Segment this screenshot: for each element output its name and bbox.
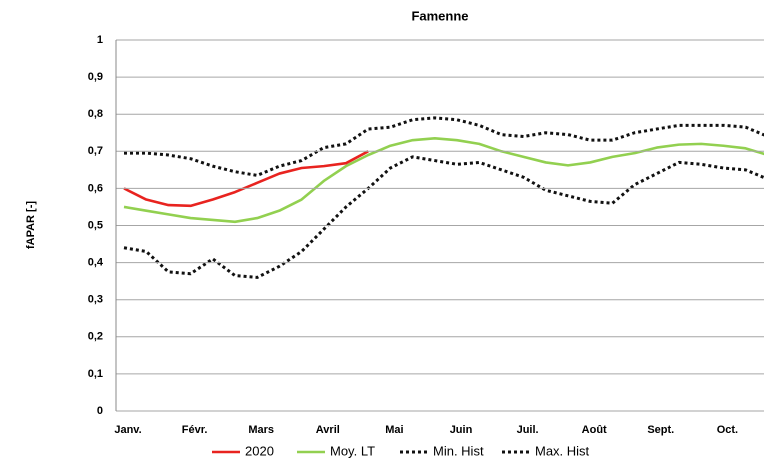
y-tick-label: 0,8 <box>88 108 103 120</box>
legend-label: Max. Hist <box>535 443 590 458</box>
x-tick-label: Avril <box>316 424 340 436</box>
x-tick-label: Mars <box>248 424 274 436</box>
plot <box>123 116 764 279</box>
y-tick-label: 0,3 <box>88 294 103 306</box>
legend-label: Min. Hist <box>433 443 484 458</box>
series-line <box>123 155 764 279</box>
series-line <box>123 137 764 224</box>
y-tick-label: 0,1 <box>88 368 103 380</box>
series-line <box>124 116 764 177</box>
legend-label: 2020 <box>245 443 274 458</box>
y-tick-label: 0 <box>97 405 103 417</box>
y-tick-label: 0,2 <box>88 331 103 343</box>
y-tick-label: 1 <box>97 34 103 46</box>
y-tick-label: 0,4 <box>88 257 104 269</box>
y-tick-label: 0,6 <box>88 182 103 194</box>
x-tick-label: Sept. <box>647 424 674 436</box>
x-tick-label: Juin <box>450 424 473 436</box>
x-tick-label: Oct. <box>717 424 738 436</box>
series-line <box>123 150 369 208</box>
legend-label: Moy. LT <box>330 443 375 458</box>
x-tick-label: Mai <box>385 424 403 436</box>
y-axis-label: fAPAR [-] <box>25 201 37 249</box>
y-tick-label: 0,5 <box>88 219 103 231</box>
chart-title: Famenne <box>411 8 468 23</box>
x-tick-label: Juil. <box>517 424 539 436</box>
x-tick-label: Févr. <box>182 424 208 436</box>
x-tick-label: Août <box>582 424 607 436</box>
y-tick-label: 0,7 <box>88 145 103 157</box>
y-tick-label: 0,9 <box>88 71 103 83</box>
x-tick-label: Janv. <box>114 424 141 436</box>
